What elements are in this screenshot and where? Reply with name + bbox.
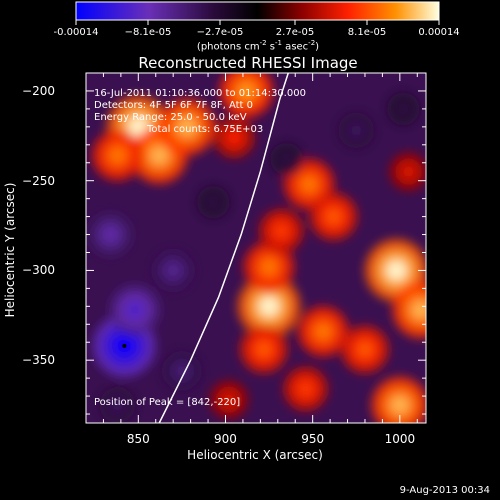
y-axis-label: Heliocentric Y (arcsec)	[3, 182, 17, 318]
heatmap-blob	[126, 301, 144, 319]
peak-position-label: Position of Peak = [842,-220]	[94, 397, 241, 408]
heatmap-blob	[314, 322, 332, 340]
heatmap-blob	[411, 300, 426, 320]
heatmap-blob	[227, 130, 242, 145]
footer-date: 9-Aug-2013 00:34	[399, 485, 490, 496]
heatmap-blob	[402, 165, 416, 179]
y-tick-label: −300	[22, 263, 55, 278]
plot-frame	[85, 72, 427, 424]
heatmap-blob	[258, 295, 280, 317]
annotation-detectors: Detectors: 4F 5F 6F 7F 8F, Att 0	[94, 100, 254, 111]
annotation-time-range: 16-Jul-2011 01:10:36.000 to 01:14:30.000	[94, 88, 306, 99]
x-tick-label: 1000	[384, 432, 416, 446]
heatmap-blob	[207, 196, 219, 208]
heatmap-blobs	[87, 73, 426, 423]
heatmap-blob	[325, 208, 342, 225]
heatmap-blob	[237, 81, 256, 100]
heatmap-blob	[166, 263, 181, 278]
heatmap-blob	[111, 399, 124, 412]
heatmap-blob	[260, 258, 278, 276]
chart-title: Reconstructed RHESSI Image	[138, 54, 358, 72]
heatmap-blob	[350, 124, 363, 137]
colorbar-tick-label: 0.00014	[418, 27, 460, 38]
colorbar-tick-label: -0.00014	[53, 27, 99, 38]
heatmap-blob	[222, 393, 236, 407]
colorbar-tick-label: −8.1e-05	[124, 27, 172, 38]
peak-marker	[122, 343, 127, 348]
axis-ticks	[86, 72, 426, 423]
heatmap-blob	[300, 175, 318, 193]
annotation-total-counts: Total counts: 6.75E+03	[147, 124, 264, 135]
x-tick-label: 950	[301, 432, 325, 446]
x-tick-label: 850	[126, 432, 150, 446]
colorbar-ticks	[75, 20, 440, 25]
x-tick-label: 900	[214, 432, 237, 446]
heatmap-blob	[108, 147, 126, 165]
heatmap-blob	[177, 117, 197, 137]
heatmap-blob	[149, 146, 169, 166]
y-tick-label: −350	[22, 353, 55, 368]
heatmap-blob	[255, 341, 272, 358]
heatmap-blob	[102, 227, 118, 243]
colorbar-tick-label: 2.7e-05	[275, 27, 315, 38]
y-tick-label: −200	[22, 83, 55, 98]
heatmap-blob	[357, 341, 373, 358]
colorbar-tick-label: −2.7e-05	[196, 27, 244, 38]
heatmap-blob	[390, 395, 410, 415]
heatmap-blob	[281, 153, 292, 165]
heatmap-blob	[298, 381, 314, 397]
colorbar-units: (photons cm-2 s-1 asec-2)	[196, 39, 320, 53]
heatmap-blob	[273, 223, 289, 239]
colorbar-tick-label: 8.1e-05	[347, 27, 387, 38]
annotation-energy-range: Energy Range: 25.0 - 50.0 keV	[94, 112, 247, 123]
heatmap-blob	[175, 364, 189, 378]
heatmap-blob	[397, 103, 409, 115]
colorbar-gradient	[75, 1, 440, 21]
x-axis-label: Heliocentric X (arcsec)	[187, 448, 323, 462]
heatmap-blob	[385, 259, 407, 281]
y-tick-label: −250	[22, 173, 55, 188]
solar-limb-line	[158, 73, 289, 423]
